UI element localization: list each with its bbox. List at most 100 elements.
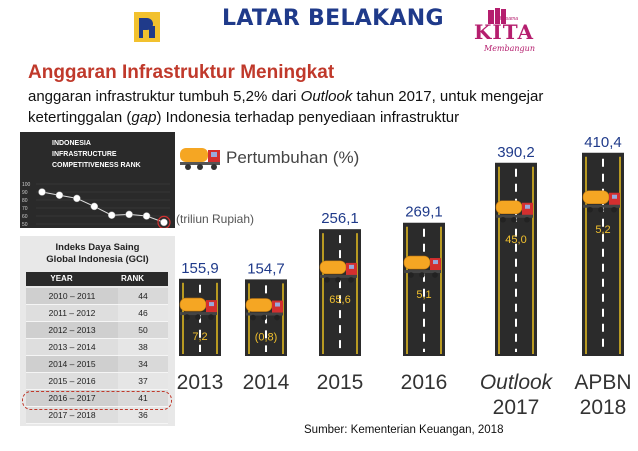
truck-wheel <box>335 277 341 283</box>
truck-wheel <box>261 314 267 321</box>
gci-row: 2014 – 2015 34 <box>26 356 168 373</box>
gci-year-cell: 2017 – 2018 <box>26 407 118 423</box>
truck-cab <box>346 262 357 276</box>
gci-year-cell: 2013 – 2014 <box>26 339 118 355</box>
rank-point <box>90 202 99 211</box>
logo-membangun-text: Membangun <box>484 44 535 53</box>
gci-rank-cell: 38 <box>118 339 168 355</box>
rank-point <box>142 212 151 220</box>
truck-cab <box>206 300 217 314</box>
bar-value-label: 410,4 <box>584 134 622 151</box>
x-tick-label: 2015 <box>317 371 364 394</box>
gci-year-cell: 2014 – 2015 <box>26 356 118 372</box>
truck-tank <box>179 297 207 312</box>
truck-wheel <box>598 206 604 213</box>
truck-chassis <box>180 312 217 316</box>
truck-wheel <box>419 272 425 278</box>
gci-row: 2010 – 2011 44 <box>26 288 168 305</box>
growth-value-label: 5,1 <box>416 289 431 301</box>
truck-window <box>349 264 354 269</box>
truck-wheel <box>184 314 190 320</box>
truck-wheel <box>195 314 201 320</box>
bar-value-label: 155,9 <box>181 260 219 277</box>
truck-wheel <box>524 216 530 223</box>
rank-y-tick: 50 <box>22 222 28 228</box>
gci-year-cell: 2012 – 2013 <box>26 322 118 338</box>
gci-year-cell: 2010 – 2011 <box>26 288 118 304</box>
gci-year-cell: 2011 – 2012 <box>26 305 118 321</box>
rank-y-tick: 60 <box>22 214 28 220</box>
gci-title: Indeks Daya Saing Global Indonesia (GCI) <box>46 242 149 265</box>
gci-header-row: YEAR RANK <box>26 272 168 286</box>
rank-point <box>125 210 133 219</box>
truck-wheel <box>250 314 256 321</box>
truck-chassis <box>496 214 533 218</box>
logo-kita-text: KITA <box>474 20 535 44</box>
bar-value-label: 269,1 <box>405 204 443 221</box>
bar-value-label: 256,1 <box>321 210 359 227</box>
road-bar-group: 154,7 (0,8) 2014 <box>243 260 290 394</box>
truck-chassis <box>583 204 620 208</box>
rank-highlight-circle <box>157 215 171 228</box>
truck-wheel <box>587 206 593 213</box>
truck-tank <box>582 190 610 205</box>
gci-row: 2017 – 2018 36 <box>26 407 168 424</box>
truck-wheel <box>348 277 354 283</box>
truck-tank <box>495 200 523 215</box>
rank-chart-title: INDONESIA INFRASTRUCTURE COMPETITIVENESS… <box>52 140 141 169</box>
infrastructure-rank-chart: INDONESIA INFRASTRUCTURE COMPETITIVENESS… <box>20 132 175 228</box>
growth-legend: Pertumbuhan (%) <box>180 146 359 177</box>
gci-col-year: YEAR <box>50 274 73 283</box>
fist-icon <box>488 8 506 24</box>
gci-rank-cell: 50 <box>118 322 168 338</box>
road-bar-group: 155,9 7,2 2013 <box>177 260 224 394</box>
gci-row: 2011 – 2012 46 <box>26 305 168 322</box>
truck-window <box>433 260 438 265</box>
truck-wheel <box>432 272 438 278</box>
rank-y-tick: 70 <box>22 206 28 212</box>
gci-year-cell: 2015 – 2016 <box>26 373 118 389</box>
x-tick-label: APBN <box>574 371 631 394</box>
rank-point <box>55 191 64 199</box>
bar-value-label: 390,2 <box>497 144 535 161</box>
gci-rank-cell: 34 <box>118 356 168 372</box>
bar-value-label: 154,7 <box>247 260 285 277</box>
truck-cab <box>609 192 620 206</box>
truck-cab <box>522 202 533 216</box>
truck-chassis <box>404 270 441 274</box>
rank-chart-plot: 50 60 70 80 90 100 <box>22 182 171 228</box>
truck-tank <box>245 298 273 312</box>
truck-tank <box>319 260 347 275</box>
section-subtitle: Anggaran Infrastruktur Meningkat <box>28 62 335 83</box>
truck-wheel <box>324 277 330 283</box>
pu-logo-icon <box>134 12 160 42</box>
x-tick-label-line2: 2017 <box>493 396 540 419</box>
rank-y-tick: 90 <box>22 190 28 196</box>
truck-cab <box>430 258 441 272</box>
x-tick-label: 2014 <box>243 371 290 394</box>
growth-value-label: 65,6 <box>329 294 350 306</box>
truck-wheel <box>511 216 517 223</box>
mixer-truck-icon <box>180 148 220 170</box>
truck-window <box>525 204 530 209</box>
growth-value-label: 5,2 <box>595 224 610 236</box>
growth-legend-label: Pertumbuhan (%) <box>226 148 360 167</box>
truck-wheel <box>208 314 214 320</box>
x-tick-label: 2016 <box>401 371 448 394</box>
unit-label: (triliun Rupiah) <box>176 212 255 226</box>
road-bar-group: 269,1 5,1 2016 <box>401 204 448 394</box>
x-tick-label-line2: 2018 <box>580 396 627 419</box>
gci-table: Indeks Daya Saing Global Indonesia (GCI)… <box>20 236 175 426</box>
source-note: Sumber: Kementerian Keuangan, 2018 <box>304 424 504 436</box>
rank-y-tick: 80 <box>22 198 28 204</box>
truck-chassis <box>246 312 283 316</box>
truck-cab <box>272 300 283 314</box>
growth-value-label: 45,0 <box>505 234 526 246</box>
logo-bersama-text: Bersama <box>498 16 519 22</box>
gci-rows: 2010 – 2011 44 2011 – 2012 46 2012 – 2013 50 2… <box>26 288 168 424</box>
gci-row: 2012 – 2013 50 <box>26 322 168 339</box>
truck-wheel <box>408 272 414 278</box>
